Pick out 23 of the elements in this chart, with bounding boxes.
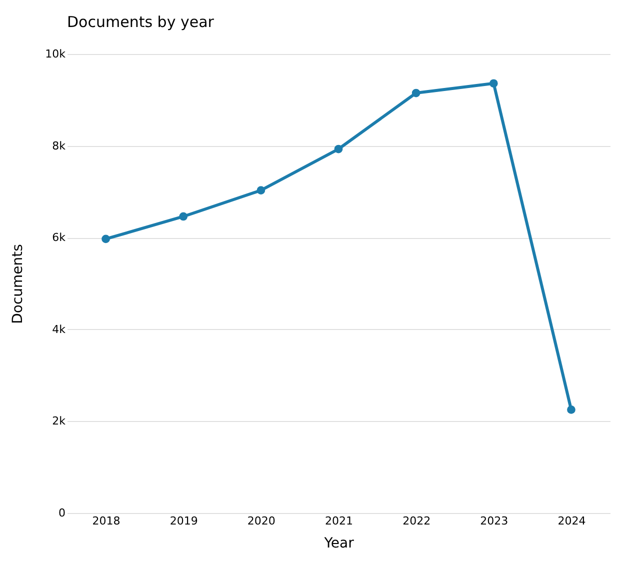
- y-tick-label: 2k: [52, 414, 66, 428]
- chart-title: Documents by year: [67, 13, 215, 31]
- y-tick-label: 10k: [45, 48, 66, 60]
- y-axis-title: Documents: [10, 244, 26, 324]
- x-tick-label: 2018: [92, 514, 120, 528]
- x-tick-label: 2022: [402, 514, 431, 528]
- point: [102, 234, 110, 244]
- y-tick-label: 8k: [52, 139, 66, 152]
- x-tick-label: 2019: [170, 514, 198, 528]
- y-tick-label: 0: [58, 506, 66, 520]
- y-tick-label: 4k: [52, 322, 66, 336]
- point: [567, 406, 576, 414]
- point: [179, 212, 188, 221]
- point: [489, 79, 498, 88]
- x-tick-label: 2023: [480, 514, 508, 528]
- point: [412, 88, 420, 98]
- x-axis-title: Year: [323, 536, 354, 552]
- x-tick-label: 2020: [247, 514, 276, 528]
- point: [256, 186, 266, 194]
- y-tick-label: 6k: [52, 231, 66, 244]
- point: [334, 144, 343, 154]
- x-tick-label: 2024: [558, 514, 586, 528]
- x-tick-label: 2021: [325, 514, 353, 528]
